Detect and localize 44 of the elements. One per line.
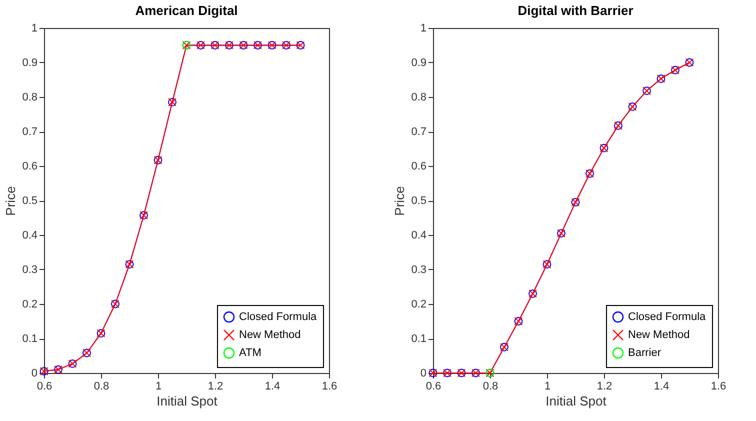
x-tick-label: 1 — [544, 380, 551, 392]
y-tick-label: 0.8 — [22, 92, 38, 104]
x-tick-label: 1.2 — [596, 380, 612, 392]
legend-label: New Method — [628, 329, 690, 341]
y-axis-title: Price — [3, 186, 18, 216]
y-tick-label: 0.3 — [22, 264, 38, 276]
x-axis-title: Initial Spot — [156, 394, 218, 408]
y-tick-label: 0.9 — [411, 57, 426, 69]
y-tick-label: 1 — [31, 22, 38, 34]
x-tick-label: 1 — [155, 380, 162, 392]
x-tick-label: 1.2 — [208, 380, 224, 392]
y-tick-label: 0.4 — [22, 230, 38, 242]
y-tick-label: 0.3 — [411, 264, 426, 276]
legend-label: Closed Formula — [628, 311, 707, 323]
y-tick-label: 0 — [31, 368, 38, 380]
x-tick-label: 1.6 — [322, 380, 338, 392]
y-tick-label: 0.1 — [411, 333, 426, 345]
legend-label: ATM — [239, 347, 262, 359]
y-tick-label: 0.1 — [22, 333, 38, 345]
x-tick-label: 1.4 — [264, 380, 280, 392]
y-tick-label: 0 — [420, 368, 426, 380]
x-axis-title: Initial Spot — [546, 394, 607, 408]
x-tick-label: 0.8 — [94, 380, 110, 392]
y-tick-label: 0.2 — [411, 298, 426, 310]
x-tick-label: 1.6 — [710, 380, 726, 392]
legend-label: New Method — [239, 329, 301, 341]
chart-title: Digital with Barrier — [518, 3, 634, 18]
y-tick-label: 0.6 — [22, 160, 38, 172]
y-tick-label: 0.8 — [411, 92, 426, 104]
y-tick-label: 0.9 — [22, 57, 38, 69]
legend-label: Closed Formula — [239, 311, 318, 323]
chart-title: American Digital — [135, 3, 238, 18]
y-tick-label: 0.6 — [411, 160, 426, 172]
y-tick-label: 1 — [420, 22, 426, 34]
x-tick-label: 1.4 — [654, 380, 670, 392]
y-tick-label: 0.5 — [22, 195, 38, 207]
y-tick-label: 0.4 — [411, 230, 426, 242]
legend-label: Barrier — [628, 347, 662, 359]
y-tick-label: 0.2 — [22, 298, 38, 310]
y-axis-title: Price — [392, 186, 408, 216]
y-tick-label: 0.7 — [411, 126, 426, 138]
y-tick-label: 0.5 — [411, 195, 426, 207]
y-tick-label: 0.7 — [22, 126, 38, 138]
x-tick-label: 0.8 — [482, 380, 498, 392]
